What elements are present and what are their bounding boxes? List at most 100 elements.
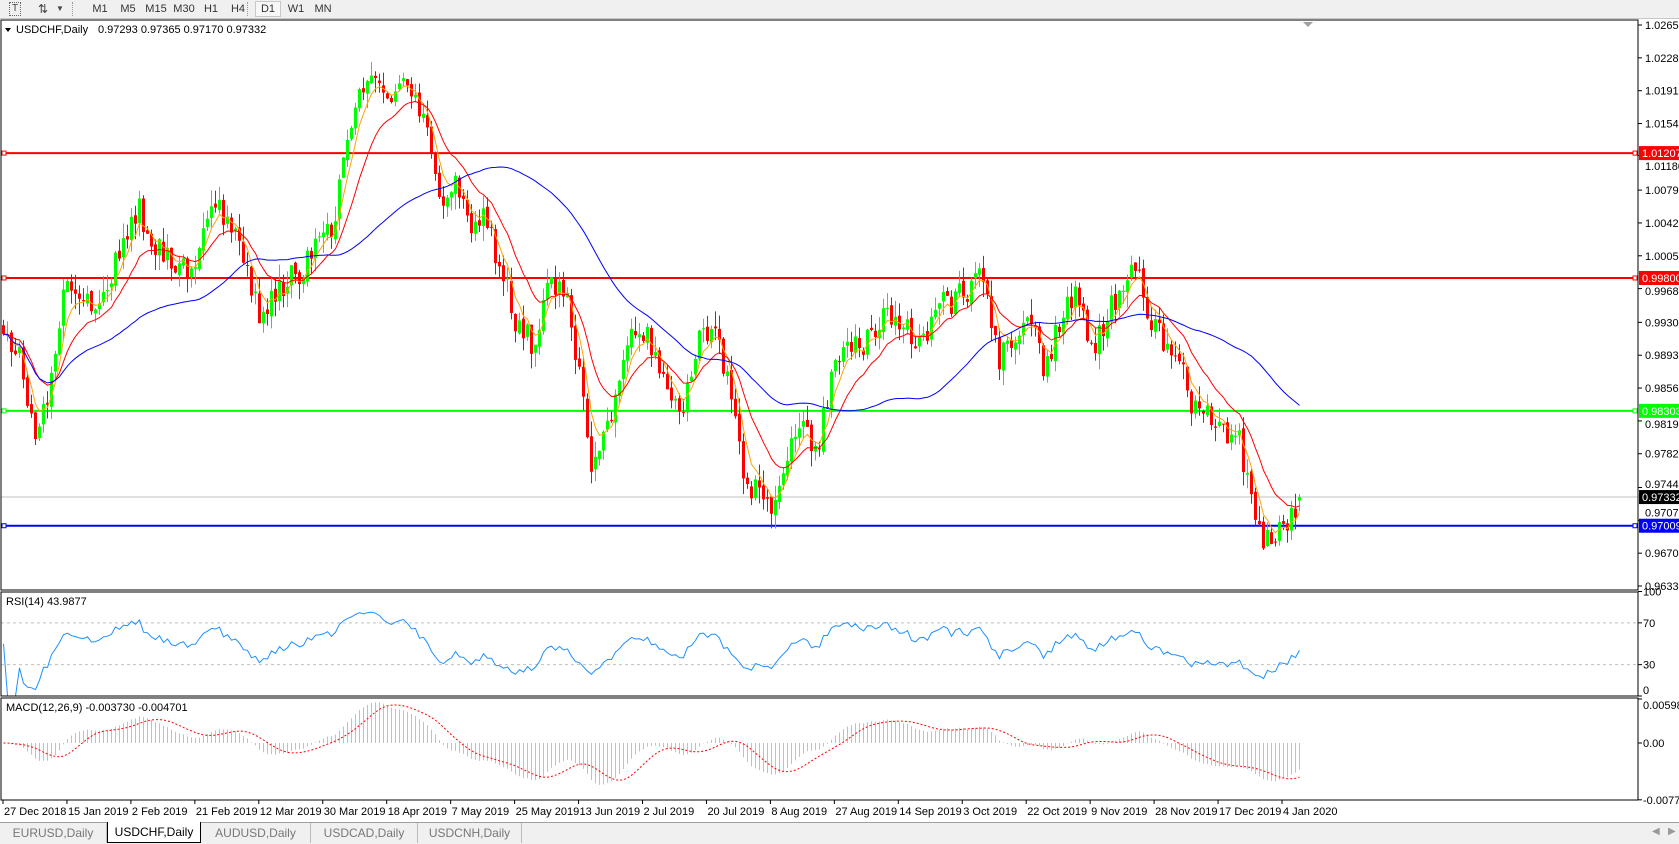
candle (962, 267, 965, 306)
horizontal-line-price-label: 0.97009 (1642, 521, 1679, 533)
candle-body (522, 318, 525, 339)
chart-window[interactable]: 1.02650 1.02280 1.01910 1.01540 1.01180 1.007… (0, 0, 1679, 822)
timeframe-d1-button[interactable]: D1 (255, 1, 281, 17)
timeframe-mn-button[interactable]: MN (314, 3, 332, 15)
scroll-left-icon[interactable]: ◀ (1652, 826, 1660, 837)
candle-body (406, 79, 409, 86)
price-axis-label: 0.96330 (1645, 581, 1679, 593)
candle-body (342, 157, 345, 178)
candle-body (450, 192, 453, 198)
candle-body (1086, 309, 1089, 341)
candle (918, 324, 921, 353)
tab-usdcad[interactable]: USDCAD,Daily (311, 823, 418, 843)
date-axis-label: 13 Jun 2019 (580, 806, 641, 818)
candle (1254, 487, 1257, 526)
candle (1178, 344, 1181, 365)
text-tool-icon[interactable]: T (9, 2, 22, 16)
candle (166, 234, 169, 270)
tab-audusd[interactable]: AUDUSD,Daily (201, 823, 311, 843)
candle-body (222, 199, 225, 225)
horizontal-line-price-box (1639, 518, 1679, 533)
candle (1262, 516, 1265, 550)
candle (130, 208, 133, 252)
candle-body (430, 126, 433, 154)
candle-body (570, 295, 573, 328)
candle-body (898, 315, 901, 330)
macd-axis-label: -0.00773 (1643, 795, 1679, 807)
candle-body (762, 485, 765, 500)
candle-body (734, 398, 737, 417)
candle-body (1138, 269, 1141, 271)
moving-average-line-1 (3, 85, 1300, 534)
candle (1246, 459, 1249, 489)
candle-body (1006, 340, 1009, 344)
candle (958, 270, 961, 298)
candle (70, 274, 73, 304)
arrows-tool-icon[interactable]: ⇅ (38, 2, 49, 16)
candle-body (1258, 520, 1261, 525)
candle (1042, 343, 1045, 381)
candle-body (314, 238, 317, 259)
timeframe-m1-button[interactable]: M1 (92, 3, 108, 15)
rsi-label: RSI(14) 43.9877 (6, 596, 87, 608)
candle (1110, 285, 1113, 330)
candle (810, 420, 813, 467)
chevron-down-icon[interactable]: ▼ (56, 4, 64, 13)
candle-body (358, 88, 361, 109)
candle-body (962, 280, 965, 298)
candle-body (554, 278, 557, 295)
candle-body (646, 326, 649, 343)
scroll-right-icon[interactable]: ▶ (1668, 826, 1676, 837)
timeframe-m30-button[interactable]: M30 (173, 3, 195, 15)
candle (502, 255, 505, 297)
tab-usdcnh[interactable]: USDCNH,Daily (418, 823, 522, 843)
candle (210, 190, 213, 228)
candle-body (558, 281, 561, 294)
candle (1202, 409, 1205, 423)
timeframe-w1-button[interactable]: W1 (287, 3, 305, 15)
candle-body (582, 366, 585, 397)
candle (1094, 328, 1097, 361)
candle-body (194, 267, 197, 269)
timeframe-m5-button[interactable]: M5 (120, 3, 136, 15)
candle-body (298, 272, 301, 285)
tab-eurusd[interactable]: EURUSD,Daily (0, 823, 107, 843)
candle-body (286, 286, 289, 294)
chart-shift-marker-icon[interactable] (1303, 22, 1313, 27)
candle-body (290, 265, 293, 286)
candle (902, 325, 905, 344)
date-axis-label: 18 Apr 2019 (388, 806, 447, 818)
timeframe-m15-button[interactable]: M15 (145, 3, 167, 15)
horizontal-line-price-box (1639, 403, 1679, 418)
candle (414, 83, 417, 103)
candle (666, 365, 669, 390)
candle (1090, 340, 1093, 346)
triangle-down-icon[interactable] (5, 28, 11, 32)
candle-body (1066, 296, 1069, 319)
candle-body (946, 291, 949, 296)
candle (118, 239, 121, 262)
price-axis-label: 1.02650 (1645, 20, 1679, 32)
candle-body (330, 224, 333, 237)
candle (62, 279, 65, 339)
candle (38, 423, 41, 442)
candle-body (638, 334, 641, 338)
timeframe-h1-button[interactable]: H1 (203, 3, 219, 15)
candle (498, 254, 501, 279)
candle-body (214, 203, 217, 208)
candle (774, 485, 777, 529)
tab-usdchf[interactable]: USDCHF,Daily (107, 822, 201, 843)
candle-body (866, 329, 869, 355)
timeframe-h4-button[interactable]: H4 (230, 3, 246, 15)
date-axis-label: 20 Jul 2019 (707, 806, 764, 818)
candle (966, 294, 969, 309)
date-axis-label: 21 Feb 2019 (196, 806, 258, 818)
candle-body (378, 80, 381, 84)
candle (890, 297, 893, 328)
candle-body (598, 450, 601, 459)
candle (934, 297, 937, 320)
candle-body (682, 412, 685, 414)
candle-body (1098, 325, 1101, 355)
candle-body (414, 94, 417, 98)
